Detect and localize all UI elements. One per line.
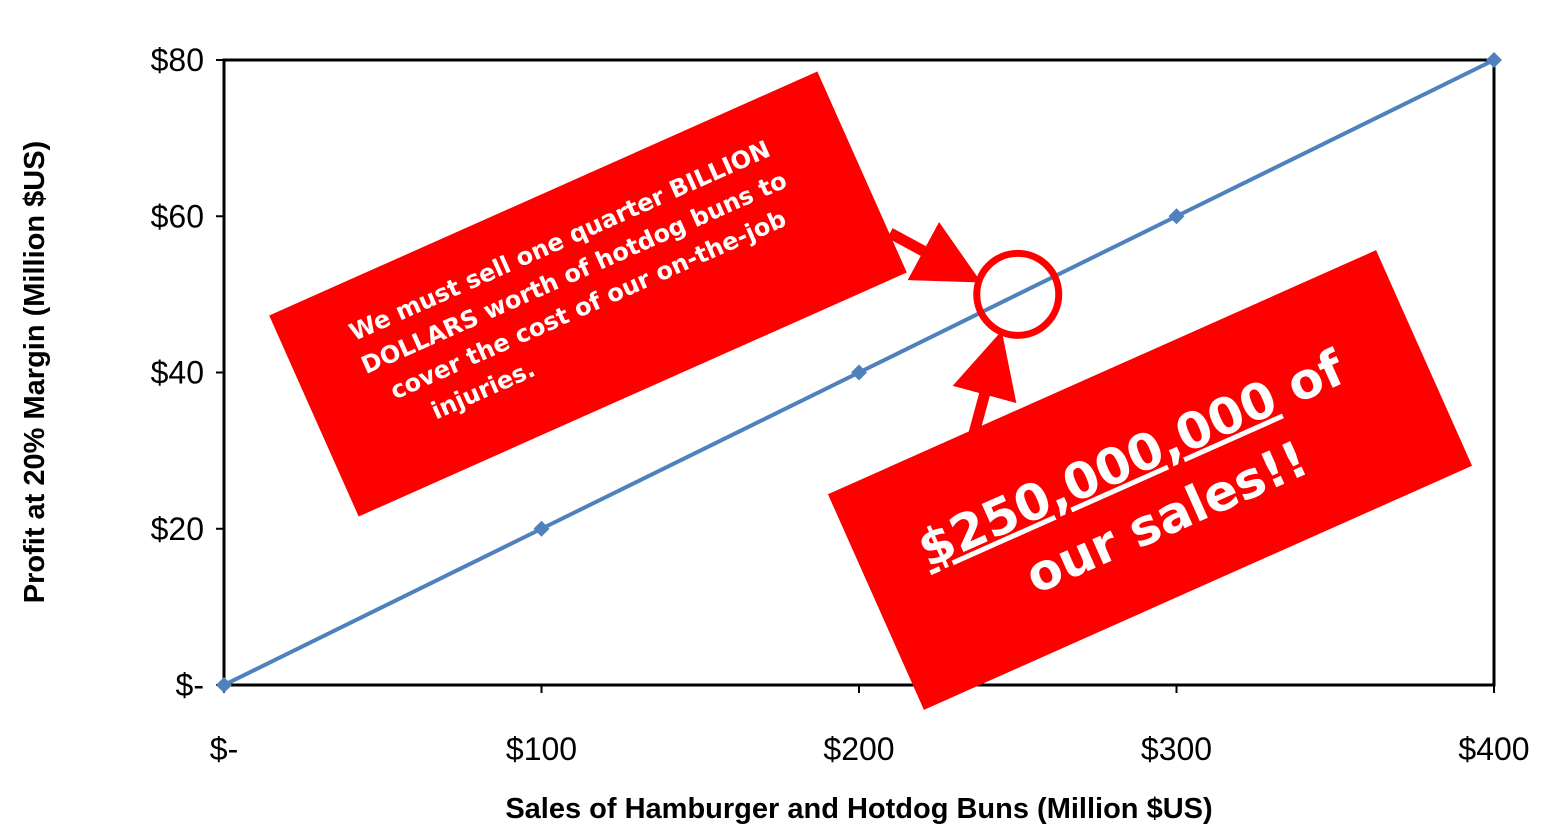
data-point — [1168, 208, 1185, 225]
x-axis-label: Sales of Hamburger and Hotdog Buns (Mill… — [505, 793, 1212, 825]
y-tick-label: $40 — [151, 355, 204, 391]
arrow-from-callout-quarter-billion — [887, 222, 982, 283]
x-tick-label: $- — [210, 731, 238, 767]
data-point — [851, 364, 867, 381]
arrow-from-callout-250-million — [952, 330, 1017, 450]
y-axis-label: Profit at 20% Margin (Million $US) — [19, 141, 51, 603]
callout-quarter-billion: We must sell one quarter BILLION DOLLARS… — [269, 71, 907, 517]
x-axis-ticks: $- $100 $200 $300 $400 — [210, 685, 1530, 767]
x-tick-label: $100 — [506, 731, 577, 767]
x-tick-label: $200 — [823, 731, 894, 767]
y-tick-label: $60 — [151, 198, 204, 234]
callout-250-million: $250,000,000 of our sales!! — [827, 250, 1473, 710]
y-tick-label: $- — [176, 667, 204, 703]
data-point — [1486, 52, 1502, 68]
x-tick-label: $300 — [1141, 731, 1212, 767]
series-layer — [216, 52, 1502, 693]
x-tick-label: $400 — [1458, 731, 1529, 767]
highlight-circle — [973, 249, 1063, 339]
y-tick-label: $80 — [151, 42, 204, 78]
callout-quarter-billion-box — [269, 71, 907, 517]
y-axis-ticks: $- $20 $40 $60 $80 — [151, 42, 224, 703]
callout-250-million-box — [827, 250, 1473, 710]
data-point — [216, 677, 232, 693]
y-tick-label: $20 — [151, 511, 204, 547]
data-point — [533, 520, 550, 537]
